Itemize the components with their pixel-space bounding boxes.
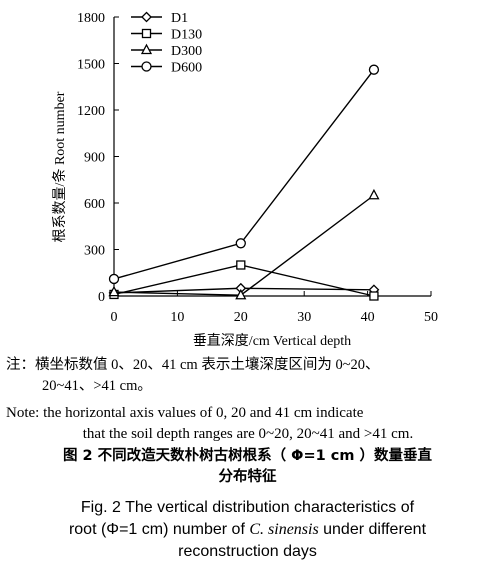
x-axis-label: 垂直深度/cm Vertical depth: [193, 332, 351, 349]
note-cn-line-2: 20~41、>41 cm。: [42, 378, 152, 394]
data-point-d300: [108, 285, 120, 297]
data-point-d130: [236, 260, 246, 270]
legend-marker-d600: [141, 61, 152, 72]
x-tick-label: 20: [234, 310, 248, 325]
legend-label-d300: D300: [171, 44, 202, 59]
data-point-d600: [108, 273, 120, 285]
y-tick-label: 900: [84, 151, 105, 166]
x-tick-label: 0: [111, 310, 118, 325]
fig-cn-line-2: 分布特征: [218, 469, 277, 485]
note-english: Note: the horizontal axis values of 0, 2…: [6, 403, 490, 445]
note-en-line-1: Note: the horizontal axis values of 0, 2…: [6, 405, 364, 421]
legend-label-d130: D130: [171, 28, 202, 43]
y-tick-label: 1200: [77, 104, 105, 119]
fig-en-line-3: reconstruction days: [178, 543, 317, 560]
line-chart: 0 300 600 900 1200 1500 1800 0 10 20 30 40 50 D1 D130…: [51, 11, 438, 349]
species-name: C. sinensis: [249, 521, 319, 538]
fig-en-line-1: Fig. 2 The vertical distribution charact…: [80, 499, 415, 516]
chart-axes: [113, 17, 431, 297]
x-tick-label: 10: [170, 310, 184, 325]
fig-en-line-2: root (Φ=1 cm) number of C. sinensis unde…: [0, 519, 495, 541]
data-point-d600: [235, 238, 246, 249]
y-tick-label: 300: [84, 244, 105, 259]
note-cn-line-1: 注：横坐标数值 0、20、41 cm 表示土壤深度区间为 0~20、: [6, 357, 380, 373]
legend-marker-d1: [141, 11, 152, 23]
fig-cn-line-1: 图 2 不同改造天数朴树古树根系（ Φ=1 cm ）数量垂直: [62, 448, 433, 464]
y-axis-label: 根系数量/条 Root number: [51, 91, 68, 242]
data-point-d300: [235, 288, 247, 300]
data-point-d300: [368, 188, 380, 200]
legend-marker-d130: [141, 28, 152, 39]
figure-caption-english: Fig. 2 The vertical distribution charact…: [0, 497, 495, 563]
note-chinese: 注：横坐标数值 0、20、41 cm 表示土壤深度区间为 0~20、 20~41…: [6, 355, 490, 397]
y-tick-label: 600: [84, 197, 105, 212]
legend-label-d1: D1: [171, 11, 188, 26]
x-tick-label: 30: [297, 310, 311, 325]
fig-en-line-2b: under different: [318, 521, 427, 538]
y-tick-label: 0: [98, 290, 105, 305]
x-tick-label: 40: [361, 310, 375, 325]
series-line-d600: [113, 69, 375, 280]
chart-ticks: 0 300 600 900 1200 1500 1800 0 10 20 30 40 50: [77, 11, 438, 325]
x-tick-label: 50: [424, 310, 438, 325]
fig-en-line-2a: root (Φ=1 cm) number of: [68, 521, 250, 538]
data-point-d600: [368, 64, 380, 75]
legend-label-d600: D600: [171, 61, 202, 76]
y-tick-label: 1500: [77, 58, 105, 73]
legend-marker-d300: [140, 43, 153, 55]
figure-caption-chinese: 图 2 不同改造天数朴树古树根系（ Φ=1 cm ）数量垂直 分布特征: [0, 446, 495, 488]
chart-series: [108, 64, 380, 301]
data-point-d130: [369, 291, 379, 301]
note-en-line-2: that the soil depth ranges are 0~20, 20~…: [82, 426, 414, 442]
y-tick-label: 1800: [77, 11, 105, 26]
